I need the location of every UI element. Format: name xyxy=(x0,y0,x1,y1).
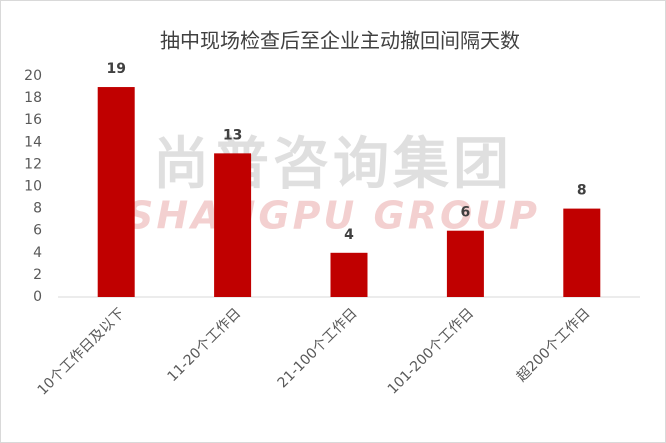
y-tick-label: 10 xyxy=(24,179,42,195)
watermark-sub: SHANGPU GROUP xyxy=(126,194,540,238)
bar xyxy=(563,208,601,297)
data-label: 13 xyxy=(223,127,242,143)
y-tick-label: 16 xyxy=(24,112,42,128)
bar xyxy=(446,230,484,297)
data-label: 8 xyxy=(577,183,587,199)
y-tick-label: 12 xyxy=(24,156,42,172)
data-label: 19 xyxy=(106,61,125,77)
bar xyxy=(214,153,252,297)
y-tick-label: 4 xyxy=(33,245,42,261)
y-tick-label: 18 xyxy=(24,90,42,106)
chart-title: 抽中现场检查后至企业主动撤回间隔天数 xyxy=(160,29,520,53)
data-label: 6 xyxy=(461,205,471,221)
bar xyxy=(97,87,135,297)
y-tick-label: 2 xyxy=(33,267,42,283)
y-tick-label: 8 xyxy=(33,201,42,217)
y-tick-label: 0 xyxy=(33,289,42,305)
y-tick-label: 20 xyxy=(24,68,42,84)
y-tick-label: 14 xyxy=(24,134,42,150)
data-label: 4 xyxy=(344,227,354,243)
y-tick-label: 6 xyxy=(33,223,42,239)
bar xyxy=(330,252,368,297)
watermark: 尚普咨询集团 xyxy=(153,132,513,197)
